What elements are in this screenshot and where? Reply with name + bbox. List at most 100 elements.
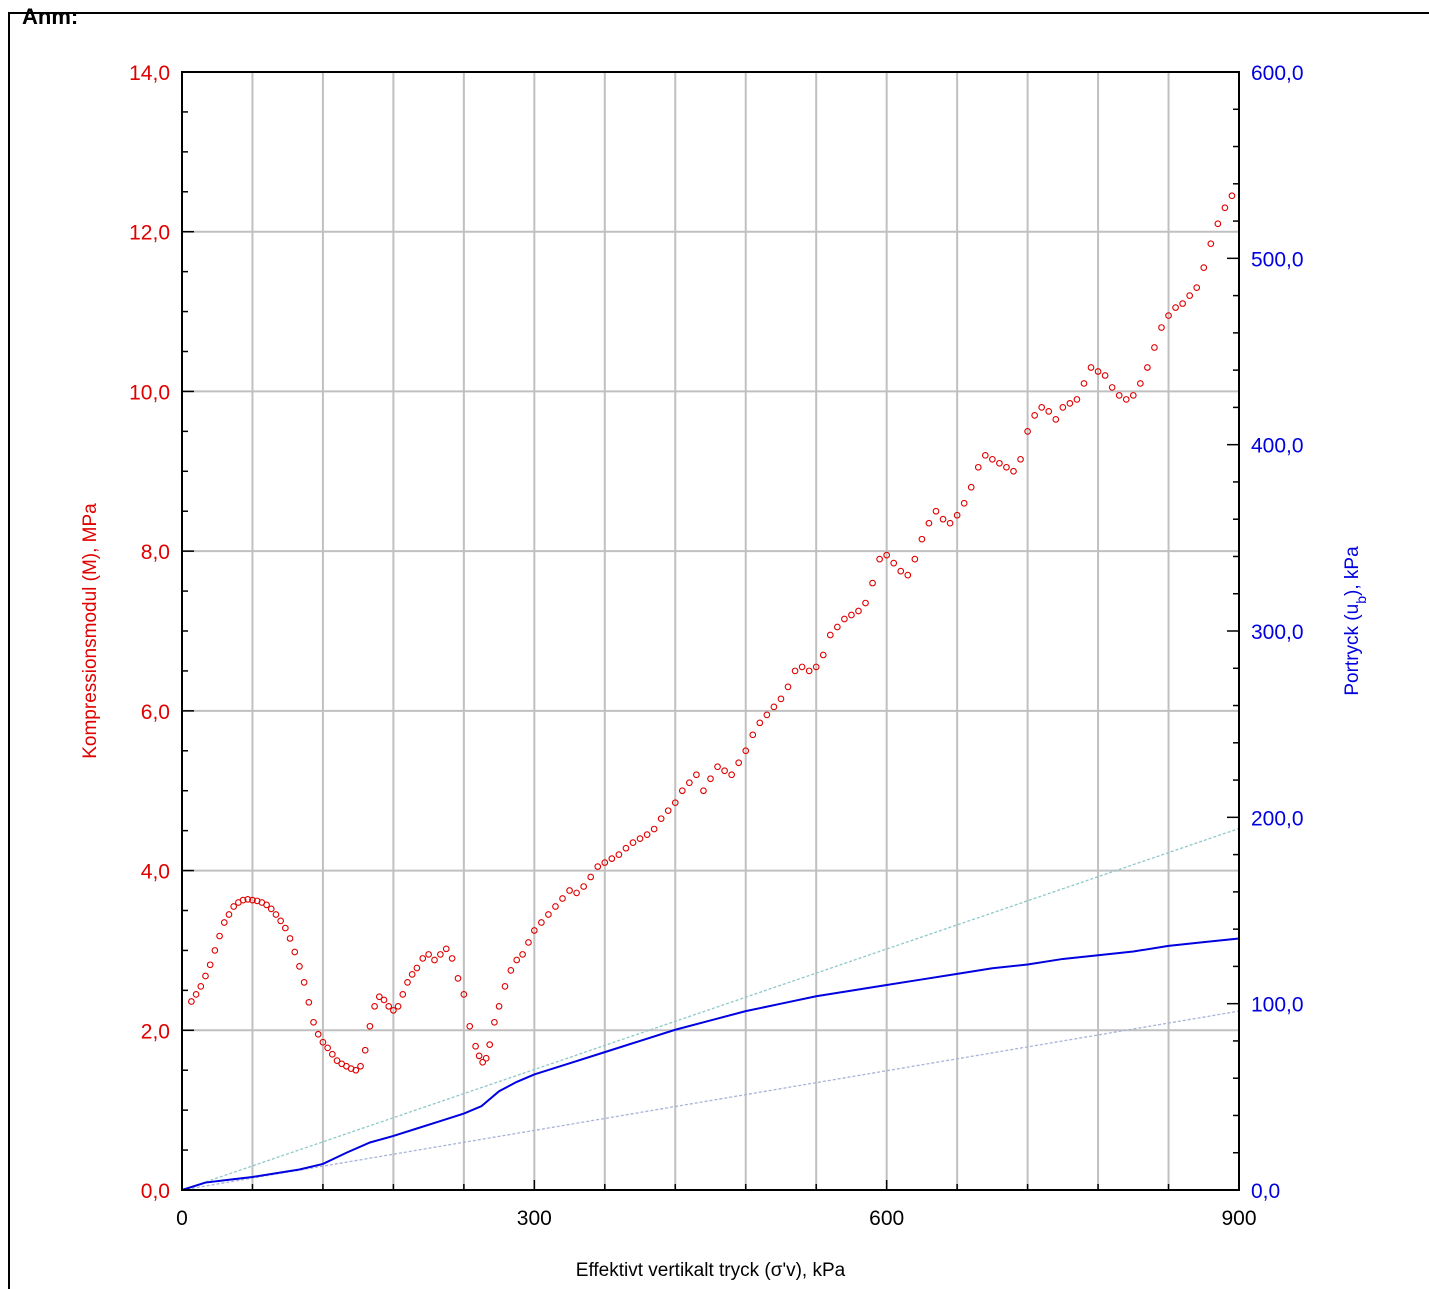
modulus-point — [1221, 204, 1229, 212]
y-left-tick-label: 6,0 — [141, 701, 170, 724]
y-right-tick-label: 200,0 — [1251, 807, 1304, 830]
modulus-point — [437, 951, 444, 958]
modulus-point — [946, 519, 954, 527]
modulus-point — [277, 917, 285, 925]
modulus-point — [545, 911, 552, 918]
modulus-point — [454, 975, 462, 982]
modulus-point — [1207, 240, 1215, 248]
modulus-point — [380, 996, 388, 1004]
modulus-point — [1080, 380, 1088, 387]
modulus-point — [1172, 304, 1179, 311]
modulus-point — [1200, 264, 1208, 272]
x-tick-label: 600 — [869, 1207, 904, 1230]
modulus-point — [1144, 364, 1151, 371]
modulus-point — [686, 779, 693, 787]
x-tick-label: 0 — [176, 1207, 188, 1230]
modulus-point — [206, 961, 214, 969]
modulus-point — [491, 1018, 498, 1026]
modulus-point — [763, 711, 771, 719]
modulus-point — [784, 683, 792, 691]
axis-ticks — [181, 71, 1240, 1191]
modulus-point — [404, 979, 411, 986]
modulus-point — [425, 951, 432, 958]
modulus-point — [466, 1022, 474, 1030]
modulus-point — [1073, 396, 1081, 403]
modulus-point — [974, 463, 982, 471]
modulus-point — [408, 971, 416, 978]
modulus-point — [482, 1054, 490, 1062]
y-left-tick-label: 14,0 — [129, 62, 170, 85]
modulus-point — [188, 998, 195, 1005]
modulus-point — [357, 1062, 364, 1070]
modulus-point — [805, 667, 813, 675]
modulus-point — [1193, 284, 1201, 291]
modulus-point — [552, 903, 559, 910]
modulus-point — [305, 998, 313, 1006]
modulus-point — [220, 919, 228, 926]
modulus-point — [399, 990, 407, 998]
modulus-point — [707, 775, 714, 783]
modulus-point — [472, 1042, 479, 1050]
modulus-point — [841, 615, 848, 623]
modulus-point — [777, 695, 785, 703]
modulus-point — [319, 1038, 327, 1046]
modulus-point — [791, 667, 799, 675]
modulus-point — [1087, 364, 1095, 371]
modulus-point — [328, 1050, 336, 1058]
modulus-point — [361, 1046, 369, 1054]
y-left-tick-label: 0,0 — [141, 1180, 170, 1203]
modulus-point — [996, 459, 1003, 467]
modulus-point — [664, 807, 672, 815]
modulus-point — [366, 1022, 374, 1030]
y-right-tick-label: 600,0 — [1251, 62, 1304, 85]
modulus-point — [419, 955, 427, 962]
modulus-point — [911, 555, 919, 563]
modulus-point — [855, 607, 862, 615]
modulus-point — [756, 719, 764, 727]
modulus-point — [249, 896, 256, 904]
y-right-tick-label: 100,0 — [1251, 994, 1304, 1017]
modulus-point — [1059, 404, 1067, 411]
modulus-point — [310, 1018, 317, 1026]
modulus-point — [714, 763, 721, 771]
y-left-tick-label: 10,0 — [129, 381, 170, 404]
modulus-point — [897, 567, 905, 575]
modulus-point — [869, 579, 876, 587]
pore-pressure-line — [181, 937, 1240, 1191]
y-right-tick-label: 300,0 — [1251, 621, 1304, 644]
modulus-point — [650, 825, 658, 833]
modulus-point — [314, 1030, 322, 1038]
x-tick-label: 300 — [517, 1207, 552, 1230]
modulus-point — [479, 1058, 487, 1066]
modulus-point — [390, 1006, 397, 1014]
modulus-point — [735, 759, 743, 767]
modulus-point — [239, 896, 247, 904]
modulus-point — [263, 901, 270, 909]
y-left-axis-title: Kompressionsmodul (M), MPa — [80, 503, 101, 759]
modulus-point — [622, 844, 630, 852]
modulus-point — [1094, 368, 1102, 375]
modulus-point — [1003, 463, 1010, 471]
modulus-point — [876, 555, 883, 563]
modulus-point — [1158, 324, 1165, 331]
annotation-label: Anm: — [22, 4, 79, 29]
modulus-point — [890, 559, 898, 567]
modulus-point — [530, 927, 538, 934]
modulus-point — [918, 535, 926, 543]
y-right-axis-title: Portryck (ub), kPa — [1342, 546, 1369, 696]
modulus-point — [989, 455, 996, 463]
modulus-point — [1052, 416, 1060, 423]
modulus-point — [678, 787, 686, 795]
modulus-point — [225, 911, 233, 918]
modulus-point — [197, 983, 205, 990]
modulus-point — [819, 651, 827, 659]
modulus-point — [1017, 455, 1024, 463]
modulus-point — [1214, 220, 1222, 228]
modulus-point — [848, 611, 855, 619]
modulus-point — [371, 1002, 378, 1010]
modulus-point — [953, 511, 961, 519]
modulus-point — [967, 483, 975, 491]
modulus-point — [636, 835, 644, 842]
modulus-point — [501, 983, 509, 990]
